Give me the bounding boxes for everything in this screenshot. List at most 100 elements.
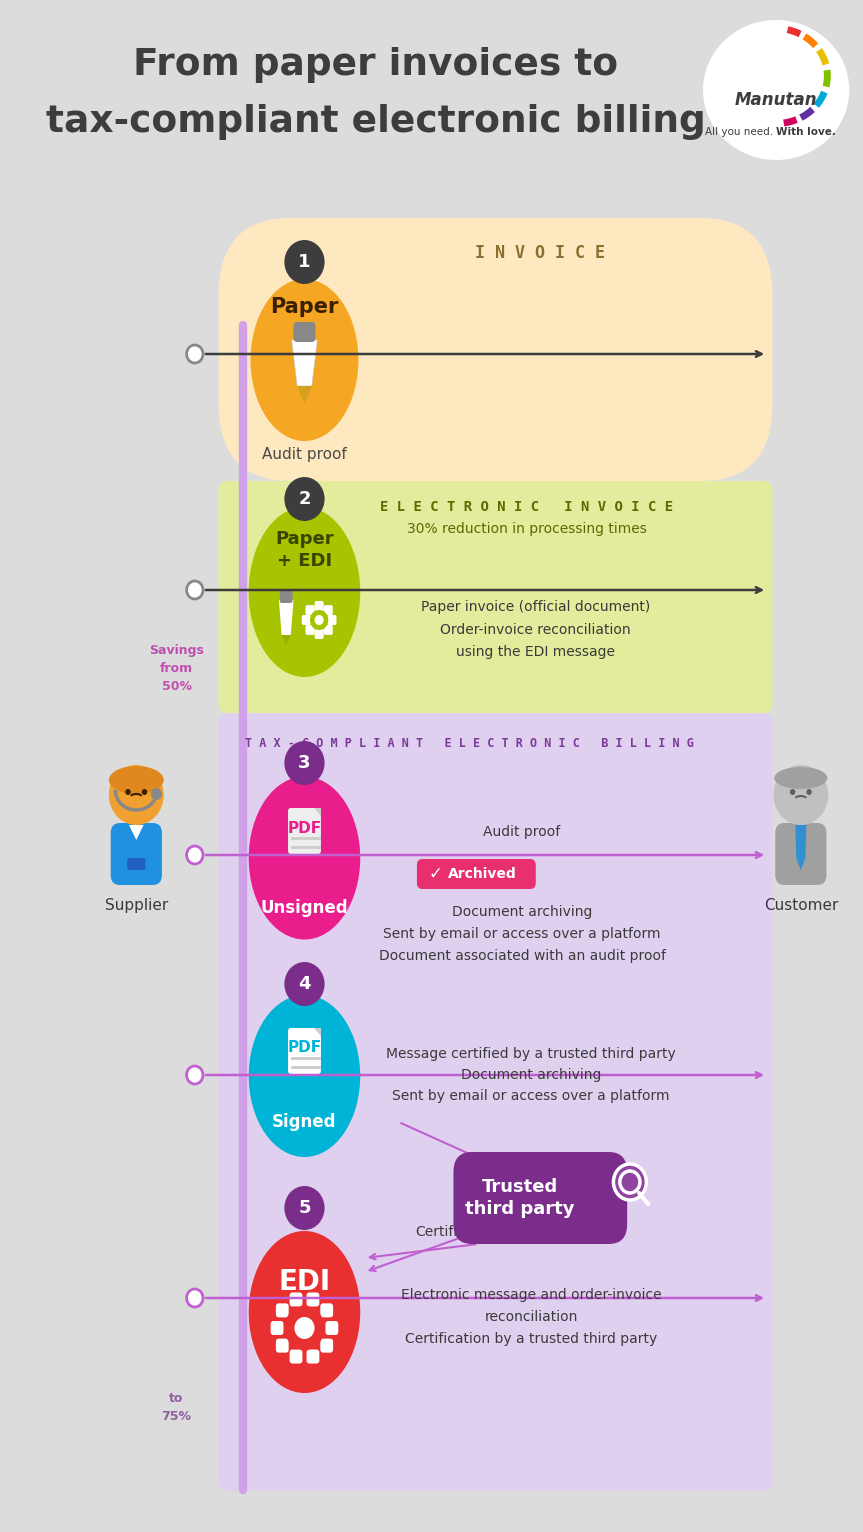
FancyBboxPatch shape bbox=[290, 1350, 302, 1363]
FancyBboxPatch shape bbox=[324, 605, 333, 616]
Text: 30% reduction in processing times: 30% reduction in processing times bbox=[406, 522, 646, 536]
Circle shape bbox=[186, 1066, 203, 1085]
Text: Certification: Certification bbox=[415, 1226, 501, 1239]
Circle shape bbox=[294, 1318, 314, 1339]
FancyBboxPatch shape bbox=[325, 1321, 338, 1334]
Text: From paper invoices to: From paper invoices to bbox=[133, 47, 619, 83]
Text: to
75%: to 75% bbox=[161, 1393, 192, 1423]
Text: Supplier: Supplier bbox=[104, 898, 168, 913]
FancyBboxPatch shape bbox=[306, 1350, 319, 1363]
Text: Order-invoice reconciliation: Order-invoice reconciliation bbox=[440, 624, 631, 637]
Polygon shape bbox=[313, 807, 321, 817]
Polygon shape bbox=[313, 1028, 321, 1036]
FancyBboxPatch shape bbox=[280, 588, 293, 604]
Text: Message certified by a trusted third party: Message certified by a trusted third par… bbox=[387, 1046, 676, 1062]
Ellipse shape bbox=[703, 20, 849, 159]
Text: Unsigned: Unsigned bbox=[261, 899, 349, 918]
Circle shape bbox=[614, 1164, 646, 1200]
Circle shape bbox=[285, 476, 324, 521]
FancyBboxPatch shape bbox=[288, 1028, 321, 1074]
Polygon shape bbox=[796, 826, 806, 870]
Circle shape bbox=[285, 1186, 324, 1230]
Polygon shape bbox=[279, 601, 293, 634]
Text: tax-compliant electronic billing: tax-compliant electronic billing bbox=[46, 104, 706, 139]
Circle shape bbox=[125, 789, 131, 795]
Text: With love.: With love. bbox=[776, 127, 836, 136]
Circle shape bbox=[151, 787, 162, 800]
Circle shape bbox=[186, 581, 203, 599]
FancyBboxPatch shape bbox=[110, 823, 162, 885]
Circle shape bbox=[285, 241, 324, 283]
FancyBboxPatch shape bbox=[453, 1152, 627, 1244]
Polygon shape bbox=[129, 826, 143, 840]
FancyBboxPatch shape bbox=[314, 630, 324, 639]
Text: 2: 2 bbox=[299, 490, 311, 509]
Text: Trusted
third party: Trusted third party bbox=[465, 1178, 575, 1218]
Text: Paper invoice (official document): Paper invoice (official document) bbox=[421, 601, 651, 614]
Text: E L E C T R O N I C   I N V O I C E: E L E C T R O N I C I N V O I C E bbox=[380, 499, 673, 515]
Text: Manutan: Manutan bbox=[735, 90, 817, 109]
FancyBboxPatch shape bbox=[218, 481, 772, 712]
Text: All you need.: All you need. bbox=[705, 127, 776, 136]
Text: 4: 4 bbox=[299, 974, 311, 993]
Text: 5: 5 bbox=[299, 1200, 311, 1216]
Ellipse shape bbox=[249, 777, 360, 939]
Text: Paper: Paper bbox=[270, 297, 338, 317]
Text: Customer: Customer bbox=[764, 898, 838, 913]
Text: ✓: ✓ bbox=[428, 866, 442, 882]
FancyBboxPatch shape bbox=[276, 1339, 289, 1353]
Circle shape bbox=[142, 789, 148, 795]
FancyBboxPatch shape bbox=[306, 1293, 319, 1307]
Text: 1: 1 bbox=[299, 253, 311, 271]
Text: Sent by email or access over a platform: Sent by email or access over a platform bbox=[393, 1089, 670, 1103]
Ellipse shape bbox=[250, 279, 358, 441]
FancyBboxPatch shape bbox=[320, 1304, 333, 1318]
Text: Audit proof: Audit proof bbox=[483, 826, 561, 840]
Text: Document associated with an audit proof: Document associated with an audit proof bbox=[379, 948, 665, 964]
FancyBboxPatch shape bbox=[218, 218, 772, 481]
Circle shape bbox=[806, 789, 812, 795]
FancyBboxPatch shape bbox=[314, 601, 324, 611]
FancyBboxPatch shape bbox=[290, 1293, 302, 1307]
Circle shape bbox=[790, 789, 796, 795]
Circle shape bbox=[285, 1305, 324, 1350]
Text: using the EDI message: using the EDI message bbox=[457, 645, 615, 659]
Polygon shape bbox=[292, 340, 318, 386]
Text: Audit proof: Audit proof bbox=[262, 446, 347, 461]
Text: Paper
+ EDI: Paper + EDI bbox=[275, 530, 334, 570]
FancyBboxPatch shape bbox=[288, 807, 321, 853]
Text: Certification by a trusted third party: Certification by a trusted third party bbox=[405, 1331, 658, 1347]
Text: Document archiving: Document archiving bbox=[461, 1068, 602, 1082]
Polygon shape bbox=[297, 386, 312, 404]
Circle shape bbox=[773, 764, 828, 826]
FancyBboxPatch shape bbox=[775, 823, 827, 885]
Text: Signed: Signed bbox=[272, 1114, 337, 1131]
Ellipse shape bbox=[109, 766, 164, 794]
Text: Document archiving: Document archiving bbox=[452, 905, 592, 919]
Circle shape bbox=[285, 741, 324, 784]
Text: I N V O I C E: I N V O I C E bbox=[476, 244, 605, 262]
Circle shape bbox=[314, 614, 324, 625]
Text: Electronic message and order-invoice: Electronic message and order-invoice bbox=[401, 1288, 662, 1302]
FancyBboxPatch shape bbox=[417, 859, 536, 889]
Text: Sent by email or access over a platform: Sent by email or access over a platform bbox=[383, 927, 661, 941]
FancyBboxPatch shape bbox=[320, 1339, 333, 1353]
Text: Archived: Archived bbox=[449, 867, 517, 881]
Text: Savings
from
50%: Savings from 50% bbox=[149, 643, 204, 692]
Polygon shape bbox=[281, 634, 291, 645]
FancyBboxPatch shape bbox=[324, 625, 333, 634]
FancyBboxPatch shape bbox=[302, 614, 311, 625]
Ellipse shape bbox=[249, 507, 360, 677]
FancyBboxPatch shape bbox=[127, 858, 146, 870]
Text: reconciliation: reconciliation bbox=[484, 1310, 578, 1324]
FancyBboxPatch shape bbox=[306, 625, 315, 634]
FancyBboxPatch shape bbox=[293, 322, 316, 342]
Ellipse shape bbox=[249, 1232, 360, 1393]
FancyBboxPatch shape bbox=[288, 807, 321, 853]
Circle shape bbox=[186, 1288, 203, 1307]
FancyBboxPatch shape bbox=[271, 1321, 283, 1334]
Circle shape bbox=[285, 962, 324, 1007]
Circle shape bbox=[109, 764, 164, 826]
Ellipse shape bbox=[249, 994, 360, 1157]
Text: PDF: PDF bbox=[287, 821, 322, 835]
